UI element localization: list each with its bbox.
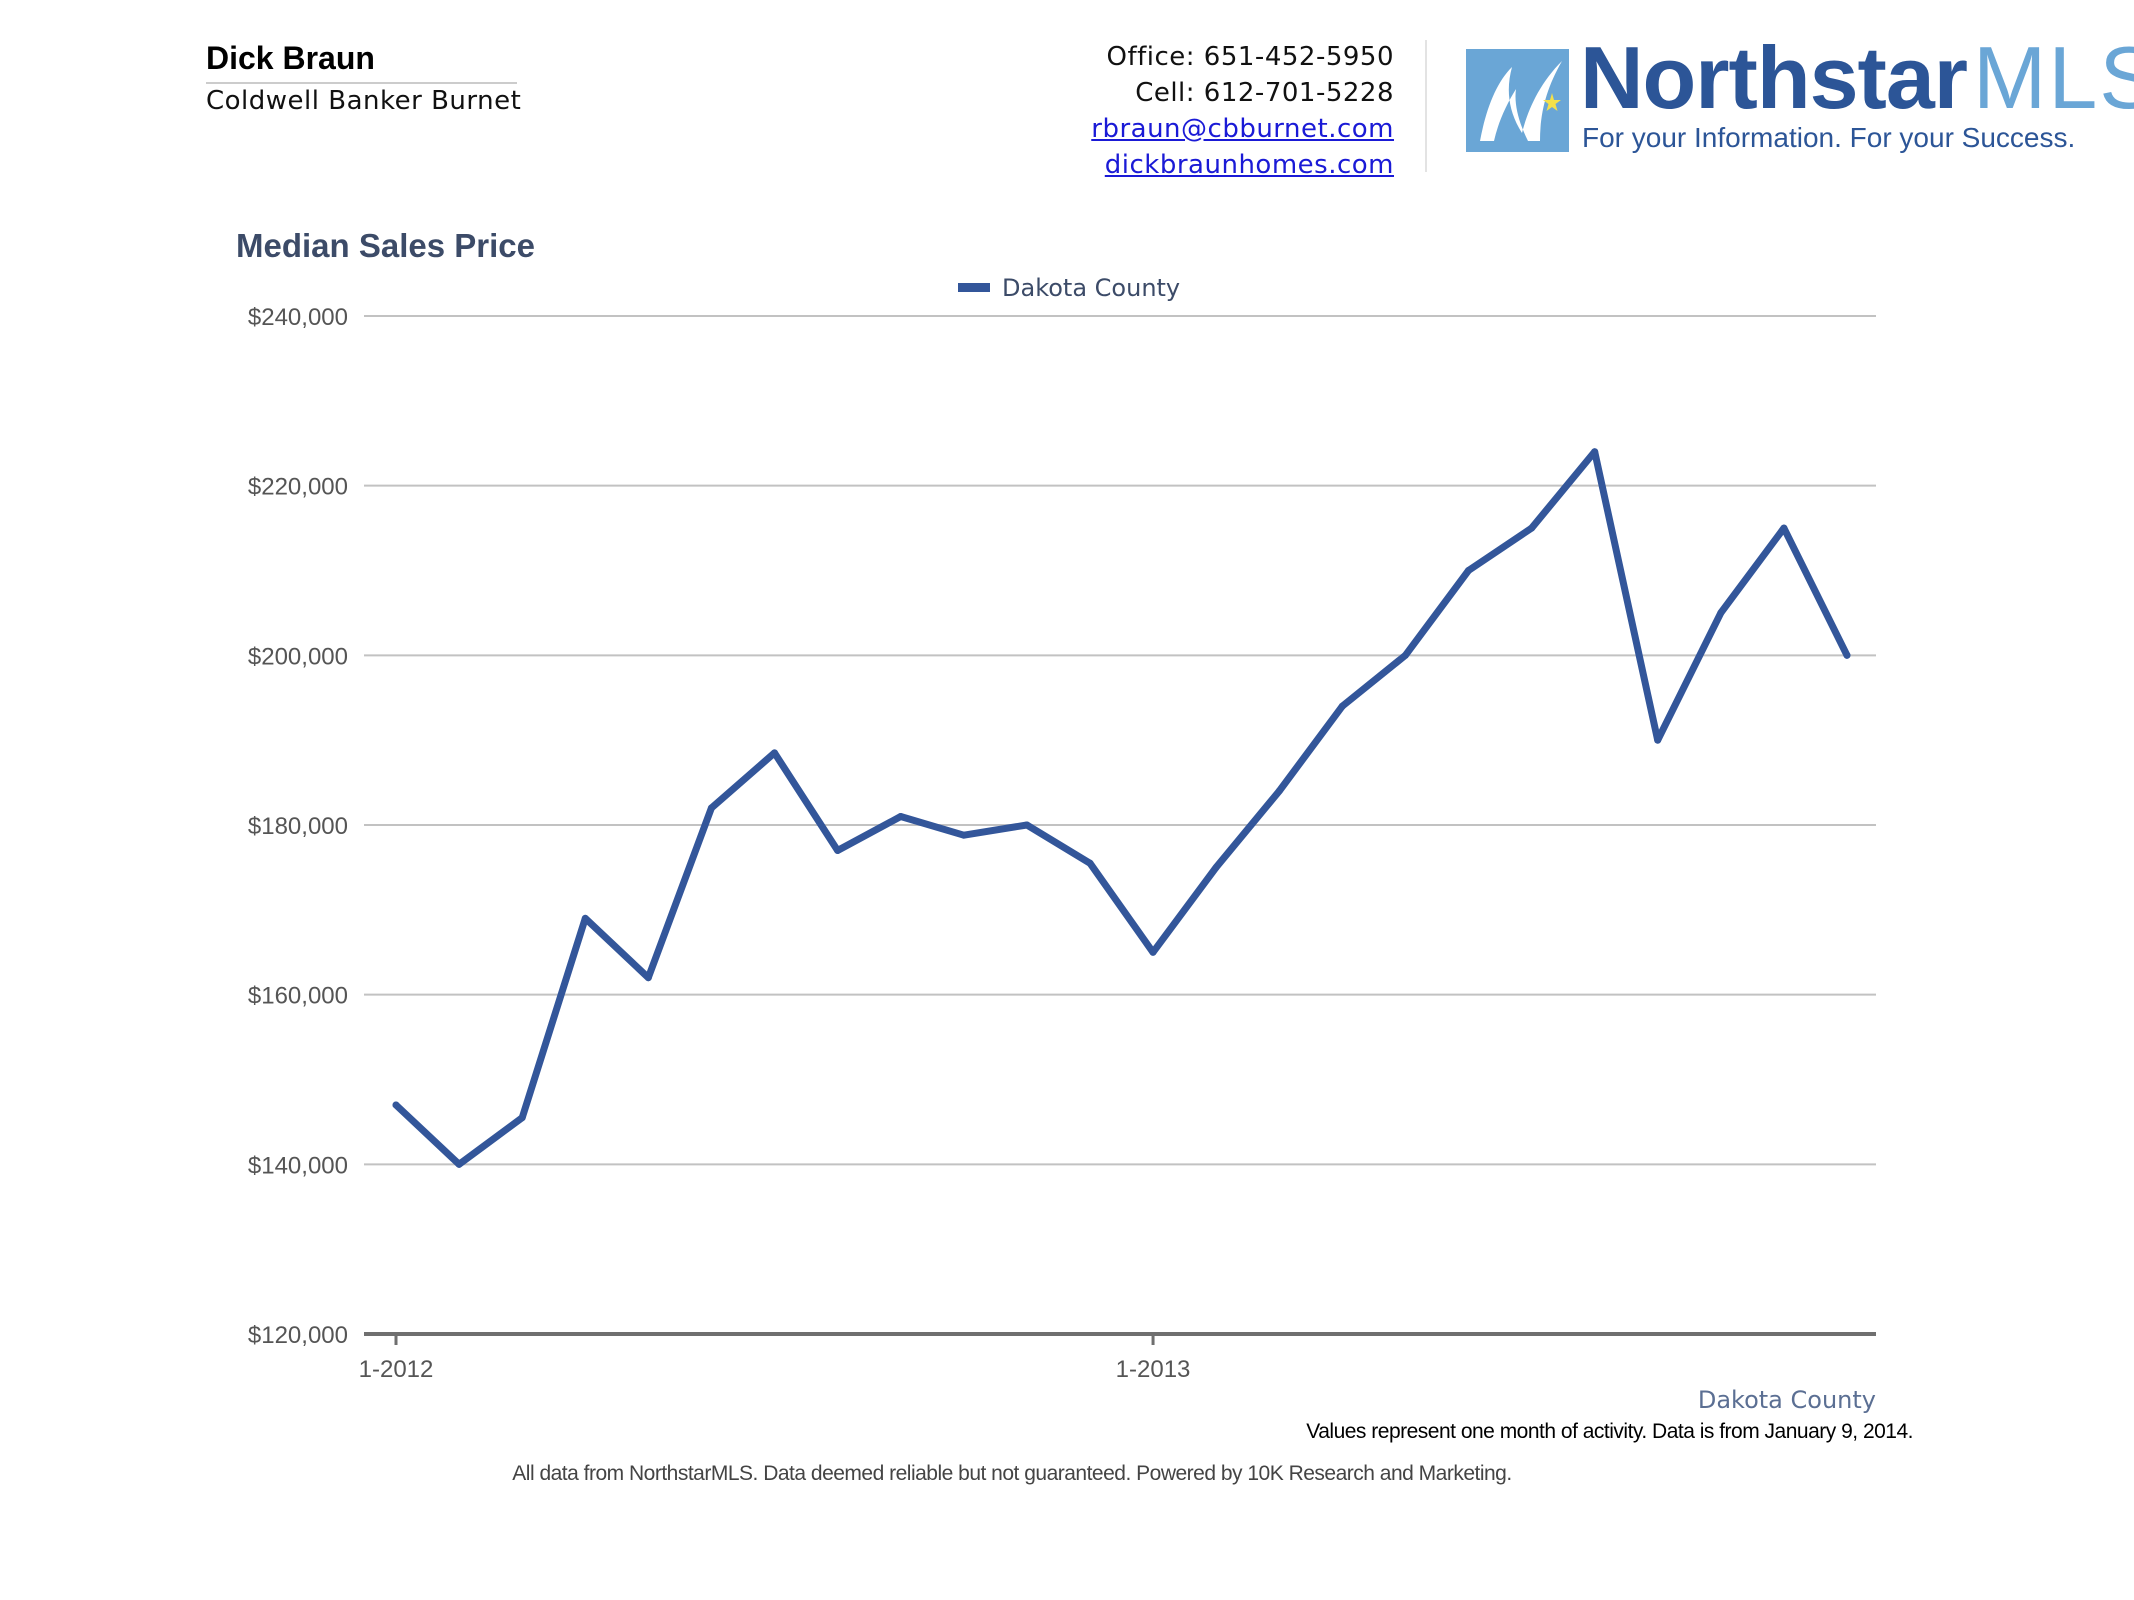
data-point [1149, 948, 1157, 956]
y-tick-label: $180,000 [248, 813, 348, 840]
x-axis: 1-2012 1-2013 [359, 1332, 1876, 1383]
y-tick-label: $200,000 [248, 643, 348, 670]
x-tick-label: 1-2012 [359, 1356, 434, 1383]
data-point [960, 831, 968, 839]
y-tick-label: $120,000 [248, 1322, 348, 1349]
data-point [1338, 702, 1346, 710]
data-point [1275, 787, 1283, 795]
data-point [1464, 567, 1472, 574]
y-tick-label: $140,000 [248, 1152, 348, 1179]
data-point [1086, 859, 1094, 867]
series-line-dakota-county [392, 448, 1851, 1168]
website-link[interactable]: dickbraunhomes.com [1104, 150, 1394, 180]
logo-brand: Northstar [1580, 28, 1968, 127]
data-point [1591, 448, 1599, 456]
y-tick-label: $220,000 [248, 474, 348, 501]
data-point [518, 1114, 526, 1122]
data-point [455, 1160, 463, 1168]
chart-grid [364, 315, 1876, 1166]
northstar-logo-icon [1466, 49, 1569, 152]
chart-title: Median Sales Price [236, 227, 535, 264]
y-tick-label: $160,000 [248, 983, 348, 1010]
data-point [1654, 736, 1662, 744]
data-point [1780, 524, 1788, 532]
data-point [1212, 863, 1220, 871]
data-point [1528, 524, 1536, 532]
data-point [1401, 651, 1409, 659]
data-point [581, 914, 589, 922]
northstar-logo-wordmark: NorthstarMLS [1580, 34, 2134, 122]
data-point [644, 974, 652, 982]
agent-divider [206, 82, 517, 84]
logo-tagline: For your Information. For your Success. [1582, 122, 2076, 153]
legend-label: Dakota County [1002, 274, 1180, 302]
data-point [392, 1101, 400, 1109]
y-axis: $120,000 $140,000 $160,000 $180,000 $200,000… [248, 304, 348, 1349]
x-tick-label: 1-2013 [1116, 1356, 1191, 1383]
data-point [1023, 821, 1031, 829]
chart-corner-label: Dakota County [1698, 1386, 1876, 1414]
y-tick-label: $240,000 [248, 304, 348, 331]
office-phone: Office: 651-452-5950 [1106, 42, 1394, 72]
data-point [1843, 651, 1851, 659]
agent-name: Dick Braun [206, 40, 375, 76]
email-link[interactable]: rbraun@cbburnet.com [1091, 114, 1394, 144]
disclaimer-text: All data from NorthstarMLS. Data deemed … [512, 1462, 1512, 1485]
data-point [707, 804, 715, 812]
agent-company: Coldwell Banker Burnet [206, 86, 522, 116]
header-divider [1425, 40, 1427, 172]
data-point [834, 846, 842, 854]
series-layer [392, 448, 1851, 1168]
disclaimer: All data from NorthstarMLS. Data deemed … [0, 1462, 2134, 1486]
chart-legend: Dakota County [958, 274, 1180, 302]
data-point [771, 749, 779, 757]
cell-phone: Cell: 612-701-5228 [1135, 78, 1394, 108]
legend-swatch [958, 283, 990, 292]
data-point [897, 813, 905, 821]
chart-footnote: Values represent one month of activity. … [1306, 1420, 1913, 1443]
logo-brand-suffix: MLS [1973, 28, 2134, 127]
data-point [1717, 609, 1725, 617]
